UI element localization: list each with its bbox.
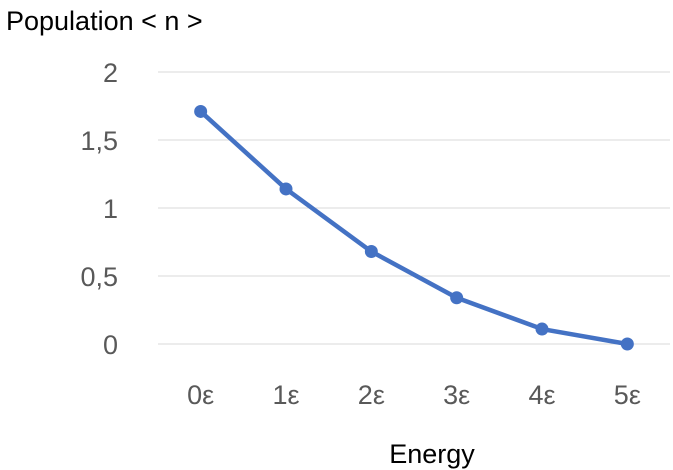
x-tick-label: 2ε xyxy=(358,380,385,410)
x-tick-label: 0ε xyxy=(187,380,214,410)
y-tick-label: 1,5 xyxy=(80,126,118,156)
data-point xyxy=(620,337,634,351)
y-tick-label: 0 xyxy=(103,330,118,360)
gridlines xyxy=(158,71,670,345)
y-tick-label: 1 xyxy=(103,194,118,224)
data-point xyxy=(535,322,549,336)
data-point xyxy=(364,245,378,259)
y-tick-labels: 0 0,5 1 1,5 2 xyxy=(80,58,118,360)
x-tick-labels: 0ε 1ε 2ε 3ε 4ε 5ε xyxy=(187,380,641,410)
data-point xyxy=(194,104,208,118)
series-line xyxy=(198,109,630,347)
series-group xyxy=(194,104,634,351)
y-tick-label: 0,5 xyxy=(80,262,118,292)
x-tick-label: 3ε xyxy=(443,380,470,410)
x-tick-label: 5ε xyxy=(614,380,641,410)
x-axis-title: Energy xyxy=(389,439,475,469)
x-tick-label: 1ε xyxy=(272,380,299,410)
x-tick-label: 4ε xyxy=(528,380,555,410)
y-axis-title: Population < n > xyxy=(6,6,203,36)
y-tick-label: 2 xyxy=(103,58,118,88)
data-point xyxy=(450,291,464,305)
data-point xyxy=(279,182,293,196)
